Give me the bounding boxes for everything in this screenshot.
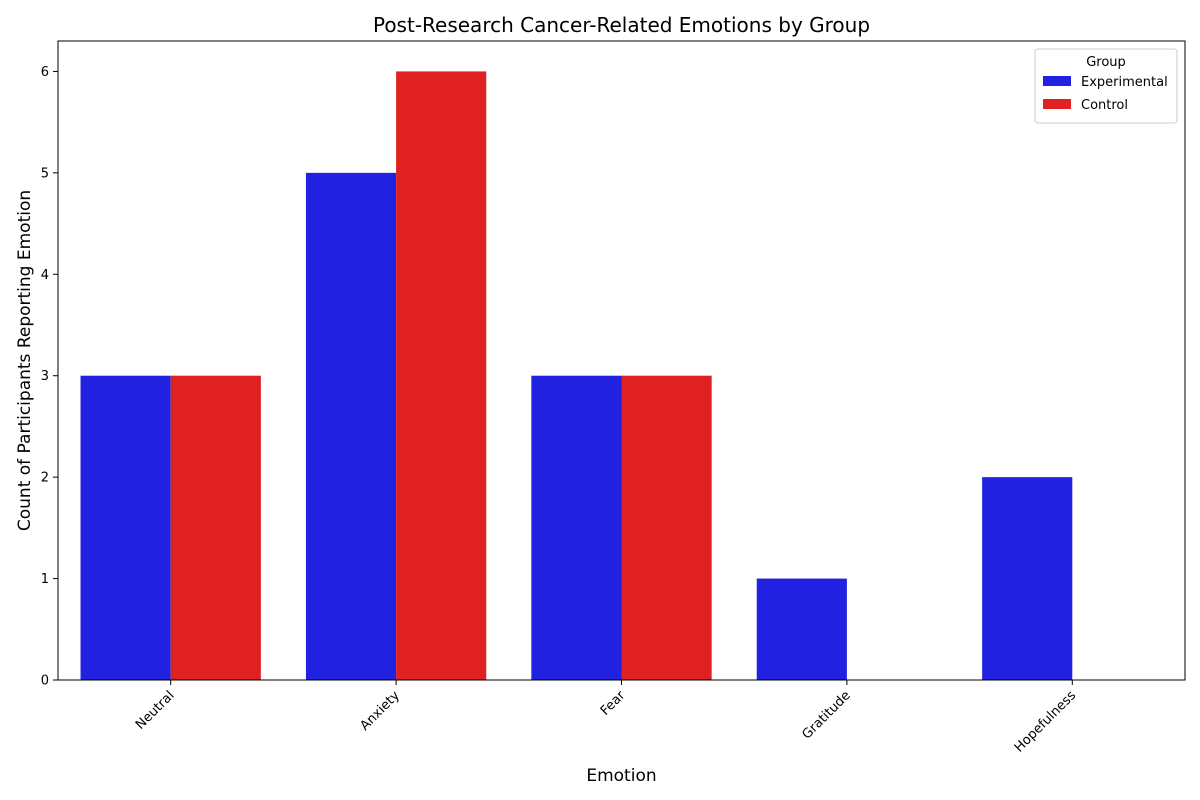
x-axis-ticks: Neutral Anxiety Fear Gratitude Hopefulness: [133, 680, 1079, 756]
x-tick-label: Anxiety: [358, 688, 404, 734]
bar-experimental-gratitude: [756, 578, 847, 680]
legend-swatch-control: [1043, 99, 1071, 109]
y-tick-label: 0: [41, 674, 49, 689]
y-tick-label: 2: [41, 471, 49, 486]
legend-items: Experimental Control: [1043, 75, 1168, 113]
x-tick-label: Fear: [598, 688, 629, 719]
y-axis-label: Count of Participants Reporting Emotion: [15, 190, 35, 531]
y-tick-label: 3: [41, 369, 49, 384]
y-tick-label: 6: [41, 65, 49, 80]
y-tick-label: 5: [41, 166, 49, 181]
legend-swatch-experimental: [1043, 76, 1071, 86]
x-tick-label: Hopefulness: [1012, 688, 1079, 755]
x-axis-label: Emotion: [586, 766, 656, 786]
bar-experimental-fear: [531, 375, 622, 680]
chart-title: Post-Research Cancer-Related Emotions by…: [373, 13, 870, 37]
plot-area-frame: [57, 40, 1186, 681]
x-tick-label: Neutral: [133, 688, 178, 733]
bar-control-fear: [621, 375, 712, 680]
bar-experimental-hopefulness: [982, 477, 1073, 680]
x-tick-label: Gratitude: [800, 688, 854, 742]
bar-experimental-anxiety: [305, 172, 397, 680]
y-tick-label: 4: [41, 268, 49, 283]
bar-experimental-neutral: [80, 375, 171, 680]
legend-label-control: Control: [1081, 98, 1128, 113]
legend-label-experimental: Experimental: [1081, 75, 1168, 90]
bars-group: [80, 71, 1073, 680]
legend: Group Experimental Control: [1034, 48, 1178, 124]
y-tick-label: 1: [41, 572, 49, 587]
bar-control-neutral: [170, 375, 261, 680]
y-axis-ticks: 0 1 2 3 4 5 6: [41, 65, 58, 689]
bar-control-anxiety: [396, 71, 487, 680]
legend-title: Group: [1086, 55, 1126, 70]
